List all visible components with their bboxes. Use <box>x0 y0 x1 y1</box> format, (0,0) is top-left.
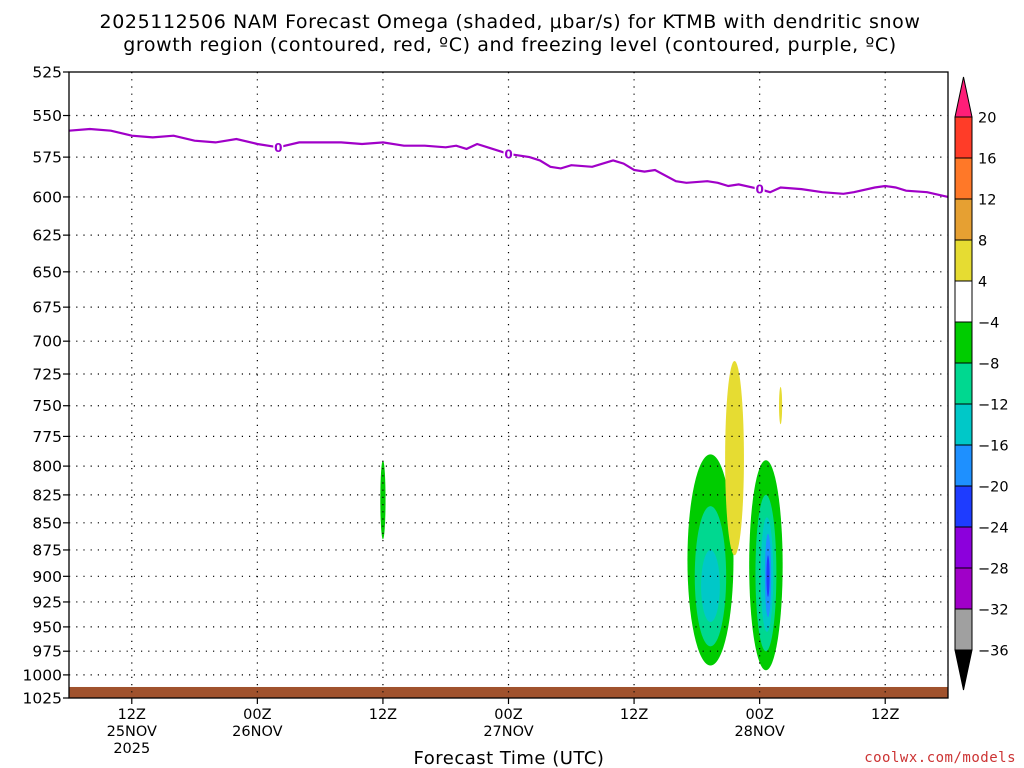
y-tick-label: 625 <box>32 227 62 245</box>
x-tick-label: 12Z <box>118 707 146 723</box>
x-tick-label: 12Z <box>871 707 899 723</box>
x-tick-label: 12Z <box>620 707 648 723</box>
colorbar-label: −32 <box>978 603 1009 619</box>
omega-region-0 <box>380 460 386 540</box>
freezing-level-label: 0 <box>504 147 512 161</box>
colorbar-label: −36 <box>978 644 1009 660</box>
x-axis-title: Forecast Time (UTC) <box>414 748 605 768</box>
y-tick-label: 575 <box>32 149 62 167</box>
y-tick-label: 825 <box>32 486 62 504</box>
y-tick-label: 600 <box>32 188 62 206</box>
colorbar-label: 16 <box>978 152 996 168</box>
colorbar-label: −8 <box>978 357 999 373</box>
y-tick-label: 800 <box>32 458 62 476</box>
x-tick-label: 26NOV <box>232 724 282 740</box>
y-tick-label: 950 <box>32 618 62 636</box>
x-tick-label: 12Z <box>369 707 397 723</box>
y-tick-label: 1000 <box>23 666 62 684</box>
contour-label-bg <box>503 146 514 161</box>
x-tick-label: 00Z <box>745 707 773 723</box>
colorbar-top-arrow <box>954 76 973 118</box>
freezing-level-label: 0 <box>755 183 763 197</box>
colorbar-label: −4 <box>978 316 999 332</box>
x-tick-label: 00Z <box>243 707 271 723</box>
omega-region-3 <box>701 549 720 622</box>
colorbar-swatch <box>954 403 973 446</box>
y-tick-label: 550 <box>32 107 62 125</box>
omega-region-9 <box>779 386 783 425</box>
x-tick-label: 00Z <box>494 707 522 723</box>
contour-label-bg <box>754 182 765 197</box>
colorbar-swatch <box>954 444 973 487</box>
colorbar-swatch <box>954 116 973 159</box>
freezing-level-contour <box>68 127 949 198</box>
credit-text: coolwx.com/models <box>864 750 1016 766</box>
colorbar-label: −24 <box>978 521 1009 537</box>
colorbar-label: −12 <box>978 398 1009 414</box>
y-tick-label: 675 <box>32 299 62 317</box>
contour-label-bg <box>273 140 284 155</box>
colorbar-swatch <box>954 567 973 610</box>
y-tick-label: 525 <box>32 64 62 82</box>
colorbar-label: 20 <box>978 111 996 127</box>
colorbar-swatch <box>954 239 973 282</box>
colorbar-label: −20 <box>978 480 1009 496</box>
chart-title-line-2: growth region (contoured, red, ºC) and f… <box>123 34 897 56</box>
y-tick-label: 900 <box>32 568 62 586</box>
colorbar-swatch <box>954 362 973 405</box>
colorbar-swatch <box>954 157 973 200</box>
y-tick-label: 775 <box>32 428 62 446</box>
y-tick-label: 875 <box>32 541 62 559</box>
colorbar-label: −16 <box>978 439 1009 455</box>
chart-title-line-1: 2025112506 NAM Forecast Omega (shaded, μ… <box>100 11 921 33</box>
omega-region-10 <box>725 361 744 556</box>
y-tick-label: 975 <box>32 643 62 661</box>
x-tick-label: 25NOV <box>107 724 157 740</box>
plot-frame <box>68 71 949 699</box>
x-tick-label: 27NOV <box>483 724 533 740</box>
terrain-band <box>69 686 948 698</box>
colorbar-swatch <box>954 608 973 651</box>
colorbar-label: −28 <box>978 562 1009 578</box>
y-tick-label: 650 <box>32 263 62 281</box>
x-tick-label: 28NOV <box>734 724 784 740</box>
freezing-level-label: 0 <box>274 141 282 155</box>
x-tick-label: 2025 <box>113 741 150 757</box>
y-tick-label: 700 <box>32 333 62 351</box>
colorbar-swatch <box>954 280 973 323</box>
y-tick-label: 1025 <box>23 690 62 708</box>
colorbar-swatch <box>954 485 973 528</box>
y-tick-label: 750 <box>32 397 62 415</box>
colorbar-label: 4 <box>978 275 987 291</box>
colorbar: 20 16 12 8 4 −4 −8 −12 −16 −20 −24 −28 −32 −36 <box>954 76 1009 691</box>
y-tick-label: 725 <box>32 366 62 384</box>
colorbar-swatch <box>954 526 973 569</box>
y-tick-label: 925 <box>32 593 62 611</box>
colorbar-swatch <box>954 198 973 241</box>
colorbar-label: 12 <box>978 193 996 209</box>
colorbar-label: 8 <box>978 234 987 250</box>
plot-area: 525 550 575 600 625 650 675 700 725 750 775 800 825 8… <box>23 64 949 757</box>
y-tick-label: 850 <box>32 514 62 532</box>
colorbar-swatch <box>954 321 973 364</box>
colorbar-bottom-arrow <box>954 649 973 691</box>
